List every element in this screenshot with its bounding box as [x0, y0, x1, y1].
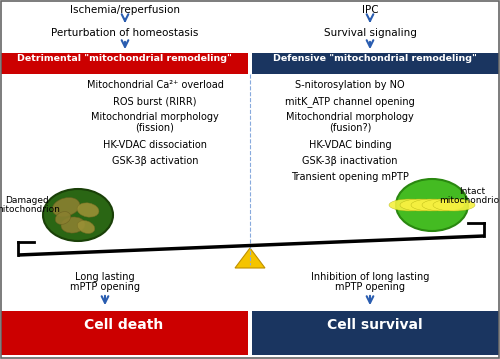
Ellipse shape — [43, 189, 113, 241]
Ellipse shape — [411, 199, 453, 211]
Ellipse shape — [56, 211, 70, 224]
Text: GSK-3β activation: GSK-3β activation — [112, 156, 198, 166]
Bar — [252, 311, 499, 355]
Text: S-nitorosylation by NO: S-nitorosylation by NO — [295, 80, 405, 90]
Text: Long lasting: Long lasting — [75, 272, 135, 282]
Text: Ischemia/reperfusion: Ischemia/reperfusion — [70, 5, 180, 15]
Ellipse shape — [61, 217, 85, 233]
Text: ROS burst (RIRR): ROS burst (RIRR) — [113, 96, 197, 106]
Polygon shape — [235, 248, 265, 268]
Text: Mitochondrial Ca²⁺ overload: Mitochondrial Ca²⁺ overload — [86, 80, 224, 90]
Text: IPC: IPC — [362, 5, 378, 15]
Text: HK-VDAC binding: HK-VDAC binding — [308, 140, 392, 150]
Ellipse shape — [422, 199, 464, 211]
Text: (fusion?): (fusion?) — [329, 122, 371, 132]
Text: (fission): (fission) — [136, 122, 174, 132]
Text: Mitochondrial morphology: Mitochondrial morphology — [286, 112, 414, 122]
Bar — [252, 53, 499, 74]
Text: mPTP opening: mPTP opening — [70, 282, 140, 292]
Text: Detrimental "mitochondrial remodeling": Detrimental "mitochondrial remodeling" — [16, 54, 232, 63]
Text: mPTP opening: mPTP opening — [335, 282, 405, 292]
Bar — [1, 311, 248, 355]
Ellipse shape — [77, 203, 99, 217]
Text: Survival signaling: Survival signaling — [324, 28, 416, 38]
Ellipse shape — [78, 220, 94, 233]
Text: mitochondrion: mitochondrion — [0, 205, 60, 214]
Ellipse shape — [400, 199, 442, 211]
Text: Perturbation of homeostasis: Perturbation of homeostasis — [52, 28, 199, 38]
Ellipse shape — [396, 179, 468, 231]
Text: Defensive "mitochondrial remodeling": Defensive "mitochondrial remodeling" — [273, 54, 477, 63]
Text: Cell survival: Cell survival — [327, 318, 423, 332]
Text: Cell death: Cell death — [84, 318, 164, 332]
Ellipse shape — [389, 199, 431, 211]
Text: Damaged: Damaged — [5, 196, 49, 205]
Text: Intact: Intact — [459, 187, 485, 196]
Text: HK-VDAC dissociation: HK-VDAC dissociation — [103, 140, 207, 150]
Text: GSK-3β inactivation: GSK-3β inactivation — [302, 156, 398, 166]
Bar — [1, 53, 248, 74]
Text: Mitochondrial morphology: Mitochondrial morphology — [91, 112, 219, 122]
Text: Inhibition of long lasting: Inhibition of long lasting — [311, 272, 429, 282]
Text: Transient opening mPTP: Transient opening mPTP — [291, 172, 409, 182]
Ellipse shape — [433, 199, 475, 211]
Text: mitochondrion: mitochondrion — [439, 196, 500, 205]
Text: mitK_ATP channel opening: mitK_ATP channel opening — [285, 96, 415, 107]
Ellipse shape — [52, 197, 80, 216]
